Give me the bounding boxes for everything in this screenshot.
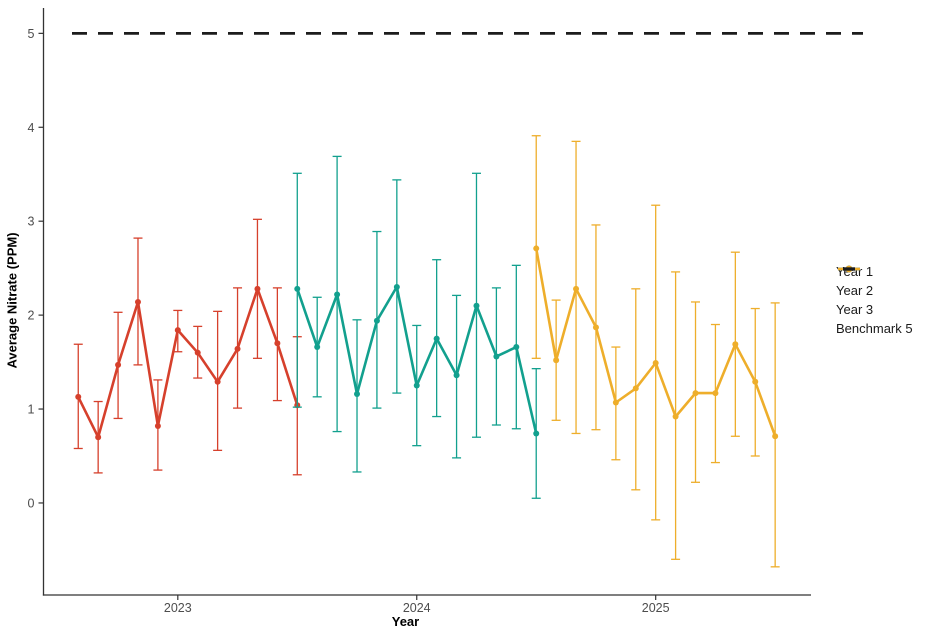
data-point-3 [752,378,759,385]
data-point-3 [712,390,719,397]
data-point-1 [234,345,241,352]
legend: Year 1 Year 2 Year 3 Benchmark 5 [836,262,913,338]
data-point-3 [612,399,619,406]
y-tick-label: 3 [28,215,35,229]
x-tick-label: 2024 [403,601,431,615]
data-point-1 [95,434,102,441]
data-point-1 [75,393,82,400]
data-point-1 [254,285,261,292]
data-point-2 [453,372,460,379]
x-axis-title: Year [391,614,420,629]
data-point-1 [134,298,141,305]
legend-label: Year 3 [836,302,874,317]
data-point-3 [592,324,599,331]
data-point-2 [433,335,440,342]
data-point-3 [772,433,779,440]
y-tick-label: 1 [28,403,35,417]
x-tick-label: 2025 [642,601,670,615]
x-tick-label: 2023 [164,601,192,615]
y-axis-title: Average Nitrate (PPM) [4,232,20,369]
data-point-2 [493,353,500,360]
data-point-3 [652,360,659,367]
y-tick-label: 0 [28,496,35,510]
legend-item-year-3: Year 3 [836,265,913,319]
legend-label: Benchmark 5 [836,321,913,336]
data-point-2 [513,344,520,351]
data-point-3 [732,341,739,348]
data-point-3 [692,390,699,397]
data-point-2 [393,283,400,290]
legend-label: Year 2 [836,283,874,298]
data-point-1 [115,361,122,368]
series-line-1 [77,287,299,439]
data-point-2 [314,344,321,351]
data-point-2 [373,317,380,324]
data-point-3 [553,357,560,364]
data-point-3 [533,245,540,252]
data-point-3 [573,285,580,292]
data-point-1 [214,378,221,385]
data-point-3 [672,413,679,420]
data-point-1 [274,340,281,347]
data-point-1 [154,422,161,429]
data-point-2 [473,302,480,309]
data-point-2 [354,391,361,398]
data-point-1 [174,327,181,334]
data-point-2 [413,382,420,389]
y-tick-label: 5 [28,27,35,41]
y-tick-label: 2 [28,309,35,323]
data-point-2 [294,285,301,292]
data-point-2 [533,430,540,437]
y-tick-label: 4 [28,121,35,135]
legend-item-year-2: Year 2 [836,265,913,300]
benchmark-dash-key-icon [843,267,855,271]
data-point-3 [632,385,639,392]
data-point-1 [194,349,201,356]
legend-item-benchmark-5: Benchmark 5 [836,267,913,338]
data-point-2 [334,291,341,298]
